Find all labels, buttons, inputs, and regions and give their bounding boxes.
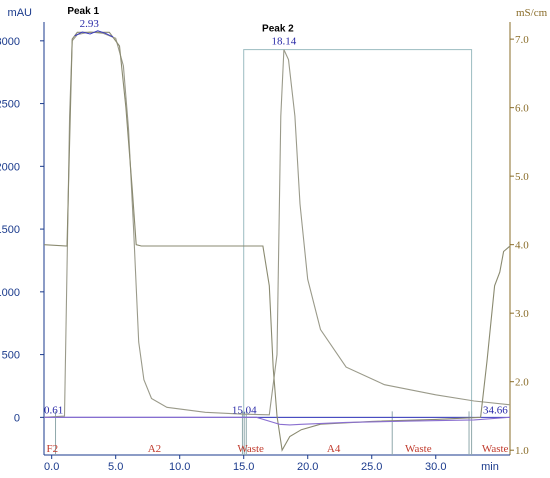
peak-name-1: Peak 2 bbox=[262, 24, 294, 35]
x-tick-label-1: 5.0 bbox=[108, 461, 123, 473]
collection-box-layer bbox=[243, 49, 473, 418]
x-tick-label-2: 10.0 bbox=[169, 461, 190, 473]
fraction-label-4: Waste bbox=[405, 443, 432, 455]
x-tick-label-3: 15.0 bbox=[233, 461, 254, 473]
x-tick-label-0: 0.0 bbox=[44, 461, 59, 473]
fraction-label-2: Waste bbox=[237, 443, 264, 455]
fraction-label-5: Waste bbox=[482, 443, 509, 455]
y-left-tick-label-4: 2000 bbox=[0, 161, 20, 173]
y-left-tick-label-3: 1500 bbox=[0, 224, 20, 236]
axes-layer: mAU 0 500 1000 1500 2000 2500 3000 mS/cm 1.0 2.0 3.… bbox=[0, 7, 548, 473]
y-left-tick-label-5: 2500 bbox=[0, 99, 20, 111]
series-line-2 bbox=[44, 416, 511, 426]
y-right-tick-label-5: 6.0 bbox=[515, 103, 529, 115]
peak-time-0: 2.93 bbox=[80, 18, 100, 30]
fraction-label-1: A2 bbox=[148, 443, 161, 455]
y-left-tick-label-6: 3000 bbox=[0, 36, 20, 48]
peak-time-2: 0.61 bbox=[44, 404, 63, 416]
peak-time-1: 18.14 bbox=[272, 36, 297, 48]
x-tick-label-4: 20.0 bbox=[297, 461, 318, 473]
peak-time-4: 34.66 bbox=[483, 404, 508, 416]
y-right-tick-label-0: 1.0 bbox=[515, 445, 529, 457]
x-tick-label-5: 25.0 bbox=[361, 461, 382, 473]
peak-1-plateau bbox=[74, 30, 114, 38]
y-left-tick-label-1: 500 bbox=[2, 350, 20, 362]
y-axis-left-unit: mAU bbox=[8, 7, 33, 19]
y-left-tick-label-0: 0 bbox=[14, 412, 20, 424]
fraction-label-3: A4 bbox=[327, 443, 341, 455]
series-line-1 bbox=[43, 31, 511, 452]
peak-name-0: Peak 1 bbox=[67, 6, 99, 17]
series-line-0 bbox=[43, 31, 511, 418]
y-right-tick-label-1: 2.0 bbox=[515, 377, 529, 389]
y-right-tick-label-6: 7.0 bbox=[515, 34, 529, 46]
fraction-label-0: F2 bbox=[47, 443, 59, 455]
y-axis-right-unit: mS/cm bbox=[516, 7, 548, 19]
peak-time-3: 15.04 bbox=[232, 404, 257, 416]
peak-labels-layer: Peak 12.93 Peak 218.14 0.61 15.04 34.66 bbox=[44, 6, 508, 416]
y-right-tick-label-2: 3.0 bbox=[515, 308, 529, 320]
collection-box bbox=[243, 49, 473, 418]
series-layer bbox=[43, 30, 511, 452]
y-right-tick-label-3: 4.0 bbox=[515, 240, 529, 252]
fraction-labels-layer: F2 A2 Waste A4 Waste Waste bbox=[47, 443, 509, 455]
x-tick-label-6: 30.0 bbox=[425, 461, 446, 473]
y-right-tick-label-4: 5.0 bbox=[515, 171, 529, 183]
x-axis-unit: min bbox=[481, 461, 499, 473]
y-left-tick-label-2: 1000 bbox=[0, 287, 20, 299]
